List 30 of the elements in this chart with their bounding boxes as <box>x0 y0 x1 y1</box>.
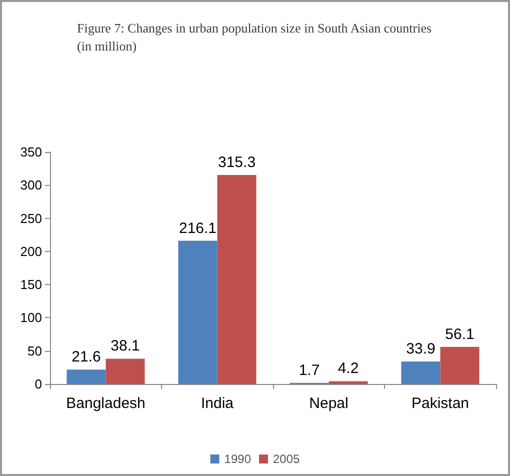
bar <box>217 175 256 384</box>
data-label: 38.1 <box>110 338 140 355</box>
y-tick-label: 0 <box>34 376 42 392</box>
x-tick-label: India <box>200 395 234 412</box>
y-tick-label: 200 <box>20 244 42 259</box>
data-label: 33.9 <box>406 340 436 358</box>
y-tick-label: 150 <box>20 277 42 292</box>
bar <box>401 362 440 384</box>
y-tick-label: 250 <box>20 210 42 226</box>
data-label: 21.6 <box>72 348 101 366</box>
bar <box>178 240 218 384</box>
bar <box>66 370 106 384</box>
y-tick-label: 300 <box>20 178 42 193</box>
data-label: 4.2 <box>338 360 359 378</box>
chart-title: Figure 7: Changes in urban population size in South Asian countries (in million) <box>77 20 435 54</box>
data-label: 315.3 <box>218 154 256 171</box>
bar <box>328 381 368 384</box>
legend-label: 2005 <box>273 452 300 466</box>
data-label: 1.7 <box>298 362 320 379</box>
y-tick-label: 100 <box>20 310 42 326</box>
bar <box>106 358 145 384</box>
data-label: 56.1 <box>445 326 474 343</box>
data-label: 216.1 <box>178 220 217 237</box>
x-tick-label: Pakistan <box>411 395 470 412</box>
x-tick-label: Nepal <box>309 395 348 412</box>
y-tick-label: 350 <box>20 144 42 160</box>
x-tick-label: Bangladesh <box>66 395 146 412</box>
y-tick-label: 50 <box>28 343 42 358</box>
legend-label: 1990 <box>224 452 252 466</box>
bar <box>440 346 480 384</box>
